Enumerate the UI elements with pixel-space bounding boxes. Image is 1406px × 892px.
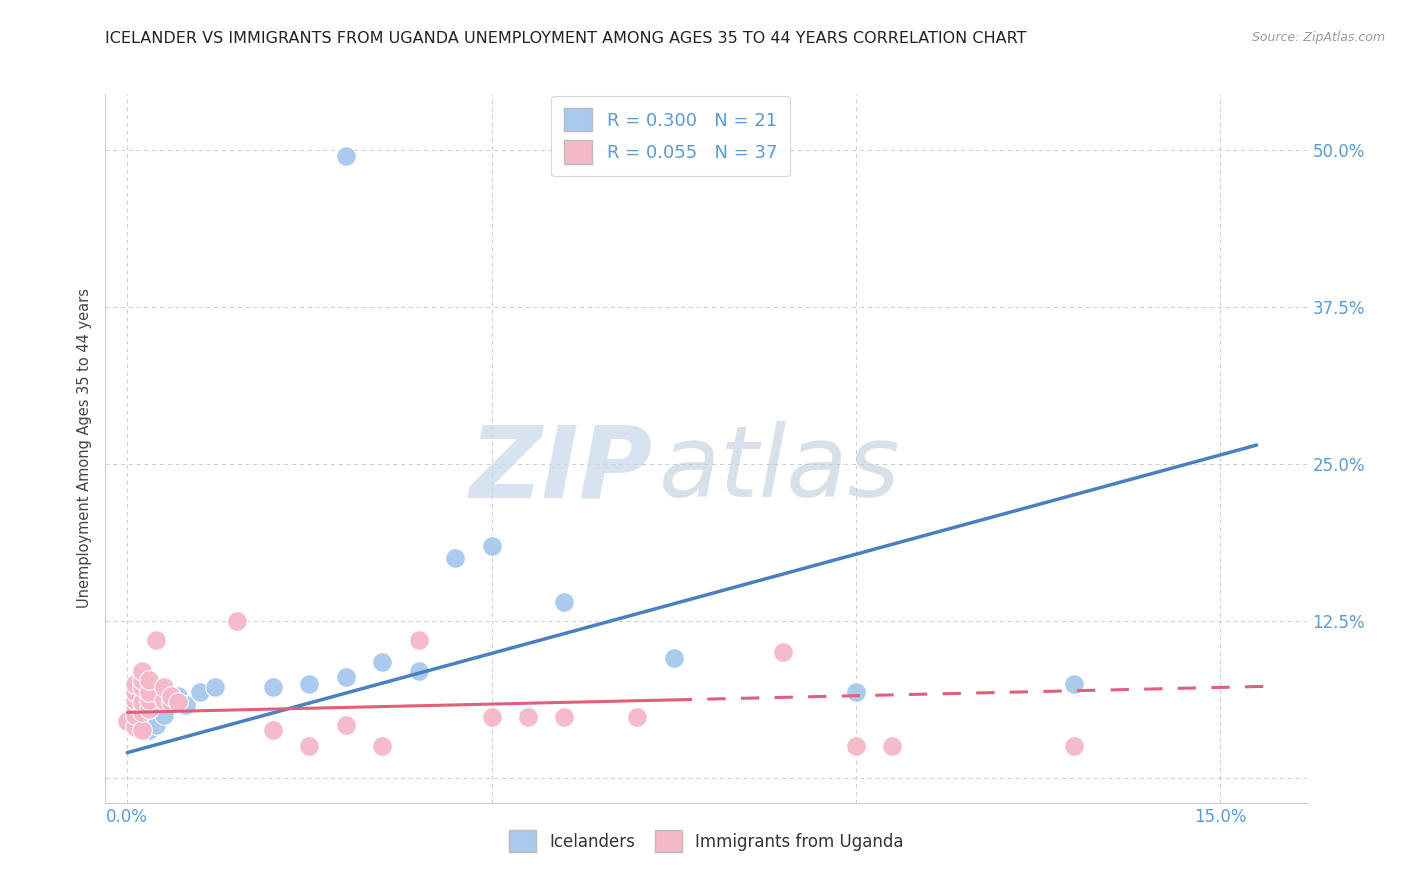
Point — [298, 676, 321, 690]
Point — [167, 689, 190, 703]
Point — [188, 685, 211, 699]
Point — [124, 685, 146, 699]
Point — [517, 710, 540, 724]
Text: ICELANDER VS IMMIGRANTS FROM UGANDA UNEMPLOYMENT AMONG AGES 35 TO 44 YEARS CORRE: ICELANDER VS IMMIGRANTS FROM UGANDA UNEM… — [105, 31, 1026, 46]
Point — [124, 698, 146, 712]
Point — [131, 673, 153, 687]
Point — [481, 710, 503, 724]
Point — [335, 149, 357, 163]
Point — [152, 693, 174, 707]
Point — [131, 664, 153, 678]
Point — [845, 739, 868, 754]
Point — [138, 673, 160, 687]
Point — [124, 708, 146, 723]
Point — [662, 651, 685, 665]
Point — [204, 681, 226, 695]
Point — [408, 632, 430, 647]
Point — [117, 714, 139, 729]
Point — [262, 723, 284, 737]
Y-axis label: Unemployment Among Ages 35 to 44 years: Unemployment Among Ages 35 to 44 years — [77, 288, 93, 608]
Point — [167, 695, 190, 709]
Point — [262, 681, 284, 695]
Point — [124, 710, 146, 724]
Point — [225, 614, 247, 628]
Text: atlas: atlas — [658, 421, 900, 518]
Point — [772, 645, 794, 659]
Point — [553, 595, 575, 609]
Point — [160, 693, 183, 707]
Point — [138, 693, 160, 707]
Point — [152, 708, 174, 723]
Point — [444, 551, 467, 566]
Point — [408, 664, 430, 678]
Legend: Icelanders, Immigrants from Uganda: Icelanders, Immigrants from Uganda — [499, 821, 914, 862]
Point — [481, 539, 503, 553]
Point — [131, 723, 153, 737]
Point — [152, 681, 174, 695]
Point — [626, 710, 648, 724]
Text: Source: ZipAtlas.com: Source: ZipAtlas.com — [1251, 31, 1385, 45]
Text: ZIP: ZIP — [470, 421, 652, 518]
Point — [124, 693, 146, 707]
Point — [124, 721, 146, 735]
Point — [371, 739, 394, 754]
Point — [335, 670, 357, 684]
Point — [145, 718, 167, 732]
Point — [1063, 676, 1085, 690]
Point — [145, 632, 167, 647]
Point — [138, 701, 160, 715]
Point — [124, 676, 146, 690]
Point — [160, 695, 183, 709]
Point — [882, 739, 904, 754]
Point — [174, 698, 197, 712]
Point — [138, 685, 160, 699]
Point — [131, 695, 153, 709]
Point — [131, 698, 153, 712]
Point — [335, 718, 357, 732]
Point — [553, 710, 575, 724]
Point — [160, 689, 183, 703]
Point — [371, 655, 394, 669]
Point — [845, 685, 868, 699]
Point — [131, 681, 153, 695]
Point — [1063, 739, 1085, 754]
Point — [138, 723, 160, 737]
Point — [131, 706, 153, 720]
Point — [298, 739, 321, 754]
